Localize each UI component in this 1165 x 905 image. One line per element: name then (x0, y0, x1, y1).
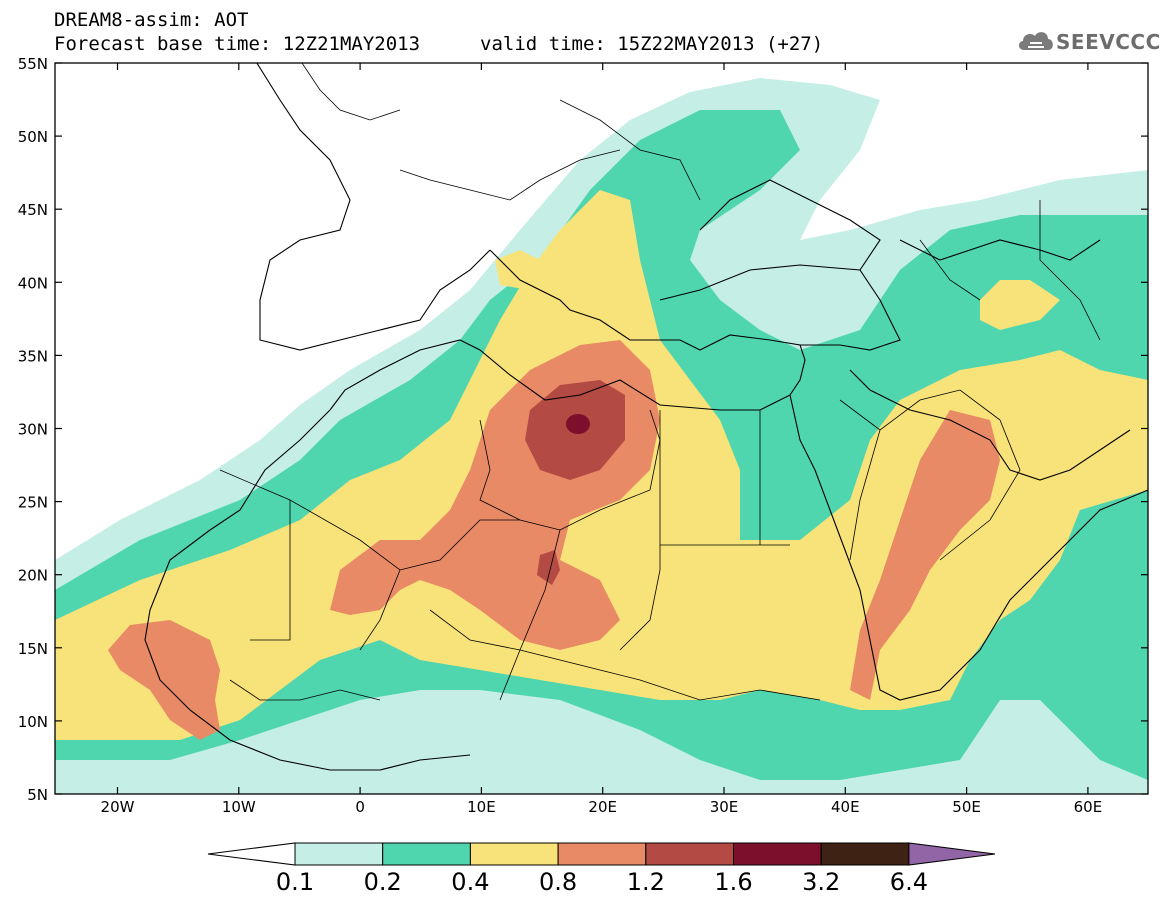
lat-label: 10N (18, 713, 48, 731)
aot-contour-0.4-turkey (980, 280, 1060, 330)
country-borders (219, 63, 1101, 701)
colorbar-label: 1.2 (626, 868, 665, 896)
logo-text: SEEVCCC (1056, 30, 1161, 54)
lon-label: 30E (710, 798, 739, 816)
latitude-axis: 55N 50N 45N 40N 35N 30N 25N 20N 15N 10N 5N (18, 55, 1148, 804)
lat-label: 50N (18, 128, 48, 146)
colorbar-label: 0.8 (539, 868, 578, 896)
colorbar-swatch (557, 842, 647, 866)
aot-contour-0.4-italy (495, 250, 560, 290)
colorbar-swatch (469, 842, 559, 866)
lat-label: 40N (18, 274, 48, 292)
lon-label: 20E (588, 798, 617, 816)
lat-label: 45N (18, 201, 48, 219)
lat-label: 30N (18, 421, 48, 439)
lon-label: 40E (831, 798, 860, 816)
colorbar-swatch (645, 842, 734, 866)
coastlines (144, 63, 1148, 771)
lon-label: 10E (467, 798, 496, 816)
lat-label: 15N (18, 640, 48, 658)
colorbar-under-arrow (207, 842, 296, 866)
aot-contour-1.2-b (537, 550, 560, 585)
forecast-base-time: Forecast base time: 12Z21MAY2013 (54, 33, 421, 55)
colorbar-label: 0.2 (363, 868, 402, 896)
colorbar-over-arrow (908, 842, 996, 866)
lat-label: 55N (18, 55, 48, 73)
map-title: DREAM8-assim: AOT (54, 9, 249, 31)
lat-label: 20N (18, 567, 48, 585)
lon-label: 20W (101, 798, 135, 816)
lat-label: 35N (18, 347, 48, 365)
lat-label: 25N (18, 494, 48, 512)
colorbar-labels: 0.1 0.2 0.4 0.8 1.2 1.6 3.2 6.4 (0, 868, 1165, 898)
lon-label: 0 (355, 798, 365, 816)
colorbar-label: 6.4 (889, 868, 928, 896)
aot-colorbar (207, 842, 996, 866)
seevccc-logo: SEEVCCC (1016, 22, 1160, 58)
lon-label: 50E (952, 798, 981, 816)
lat-label: 5N (27, 786, 48, 804)
aot-contour-0.8-westafrica (108, 620, 220, 740)
lon-label: 10W (222, 798, 256, 816)
cloud-icon (1018, 32, 1053, 50)
colorbar-swatch (733, 842, 822, 866)
colorbar-label: 0.4 (451, 868, 490, 896)
aot-field (55, 63, 1148, 794)
aot-contour-0.8-arabia (850, 410, 1000, 700)
aot-contour-1.6 (566, 414, 590, 434)
lon-label: 60E (1074, 798, 1103, 816)
valid-time: valid time: 15Z22MAY2013 (+27) (480, 33, 824, 55)
colorbar-swatch (294, 842, 384, 866)
longitude-axis: 20W 10W 0 10E 20E 30E 40E 50E 60E (101, 63, 1103, 816)
colorbar-label: 1.6 (714, 868, 753, 896)
colorbar-label: 0.1 (275, 868, 315, 896)
colorbar-swatch (382, 842, 471, 866)
colorbar-label: 3.2 (802, 868, 841, 896)
colorbar-swatch (820, 842, 910, 866)
